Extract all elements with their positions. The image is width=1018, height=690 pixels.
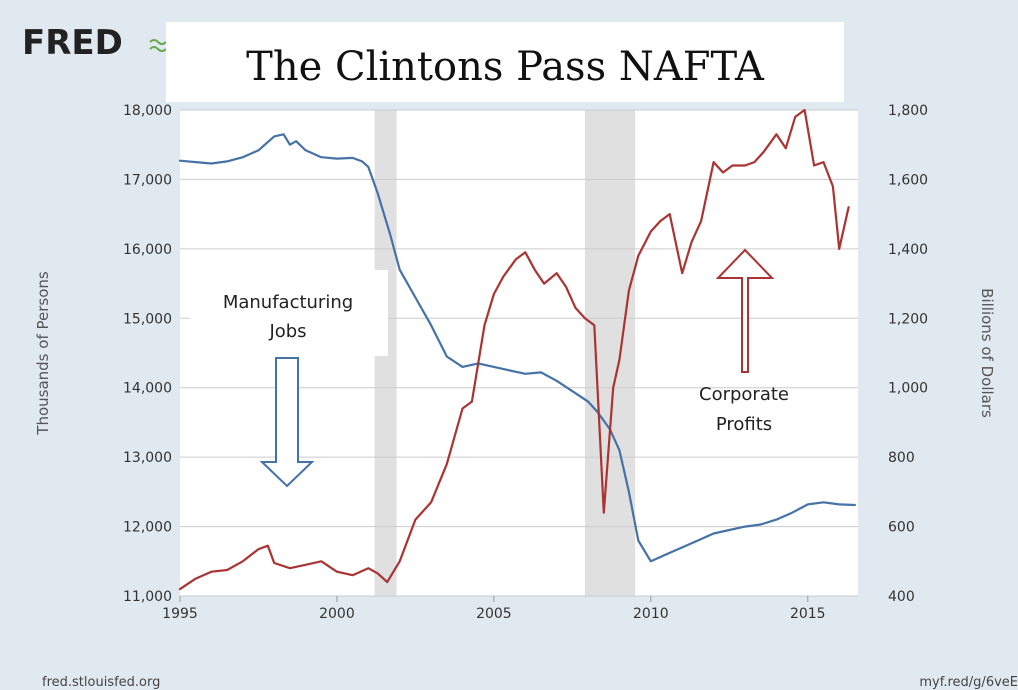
title-box xyxy=(166,22,844,102)
jobs-label-line2: Jobs xyxy=(268,321,306,342)
recession-band-1 xyxy=(584,110,636,596)
x-tick-label: 1995 xyxy=(162,606,198,622)
left-tick-label: 12,000 xyxy=(123,520,172,536)
left-tick-label: 11,000 xyxy=(123,589,172,605)
series-line-manufacturing-jobs xyxy=(178,133,857,563)
left-tick-label: 18,000 xyxy=(123,103,172,119)
left-axis-title: Thousands of Persons xyxy=(34,271,52,436)
left-tick-label: 13,000 xyxy=(123,450,172,466)
short-url[interactable]: myf.red/g/6veE xyxy=(919,675,1018,690)
x-axis-ticks: 1995 2000 2005 2010 2015 xyxy=(162,596,826,622)
right-tick-label: 1,400 xyxy=(888,242,928,258)
x-tick-label: 2010 xyxy=(633,606,669,622)
right-axis-title: Billions of Dollars xyxy=(978,288,996,418)
down-arrow-icon xyxy=(259,357,315,488)
left-tick-label: 14,000 xyxy=(123,381,172,397)
right-tick-label: 1,800 xyxy=(888,103,928,119)
chart-title: The Clintons Pass NAFTA xyxy=(246,44,765,90)
left-tick-label: 17,000 xyxy=(123,172,172,188)
series-line-corporate-profits xyxy=(178,108,850,591)
profits-label-line2: Profits xyxy=(716,414,772,435)
source-credit: fred.stlouisfed.org xyxy=(42,675,160,690)
up-arrow-icon xyxy=(715,248,775,373)
jobs-label-line1: Manufacturing xyxy=(223,292,353,313)
series-lines xyxy=(178,108,857,591)
right-tick-label: 800 xyxy=(888,450,915,466)
left-tick-label: 15,000 xyxy=(123,311,172,327)
x-tick-label: 2005 xyxy=(476,606,512,622)
profits-label-line1: Corporate xyxy=(699,384,789,405)
right-tick-label: 1,600 xyxy=(888,172,928,188)
left-axis-ticks: 11,000 12,000 13,000 14,000 15,000 16,000 17,0… xyxy=(123,103,172,605)
right-axis-ticks: 400 600 800 1,000 1,200 1,400 1,600 1,800 xyxy=(888,103,928,605)
fred-logo-wave-icon xyxy=(149,39,167,52)
fred-logo: FRED xyxy=(22,23,123,63)
x-tick-label: 2000 xyxy=(319,606,355,622)
right-tick-label: 1,000 xyxy=(888,381,928,397)
right-tick-label: 600 xyxy=(888,520,915,536)
left-tick-label: 16,000 xyxy=(123,242,172,258)
right-tick-label: 1,200 xyxy=(888,311,928,327)
jobs-label-box xyxy=(190,270,388,356)
right-tick-label: 400 xyxy=(888,589,915,605)
x-tick-label: 2015 xyxy=(790,606,826,622)
